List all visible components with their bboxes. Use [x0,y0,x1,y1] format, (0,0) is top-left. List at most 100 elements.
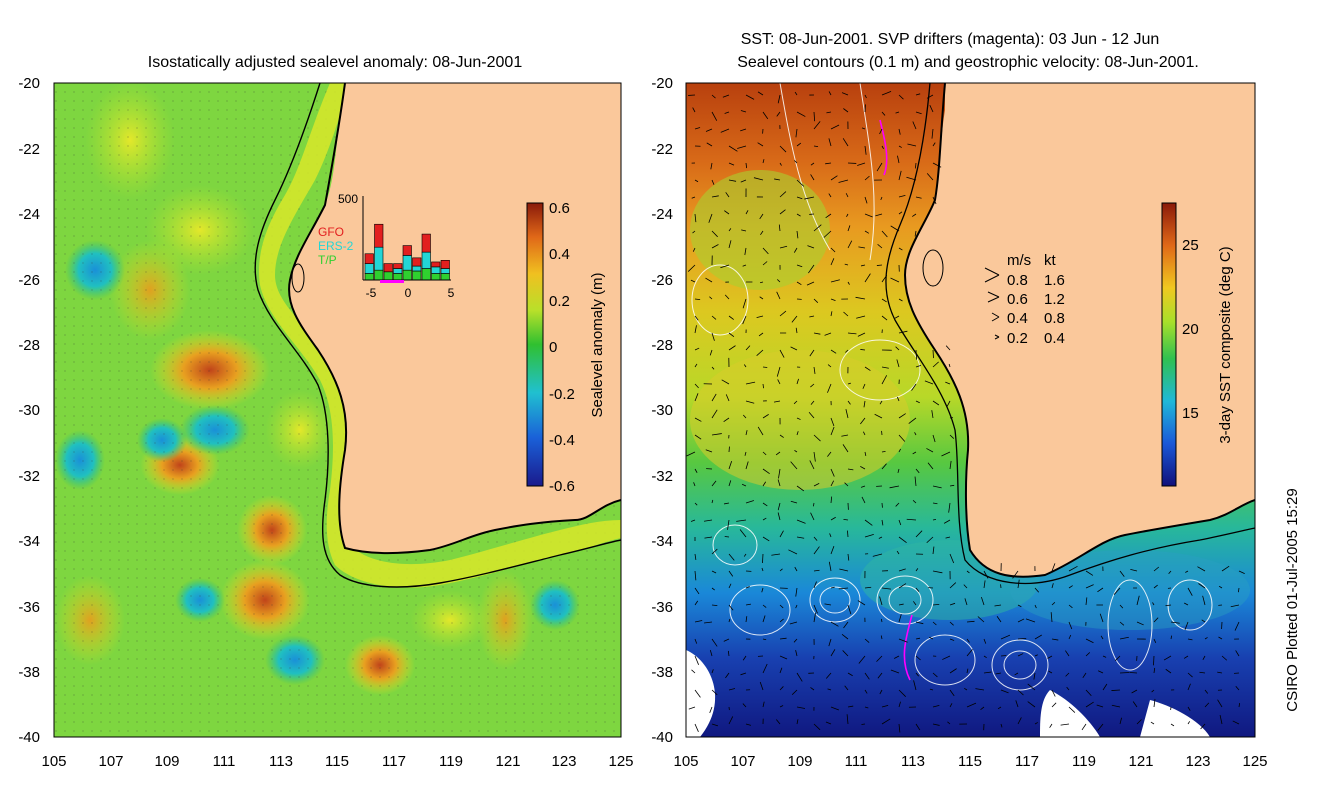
inset-bar-ers [374,246,384,271]
velocity-arrow [810,400,815,405]
lon-tick: 119 [439,753,463,770]
velocity-arrow [949,621,954,626]
inset-bar-tp [374,269,384,281]
velocity-arrow [932,704,940,708]
inset-bar-gfo [440,260,450,269]
velocity-arrow [796,417,801,420]
velocity-arrow [830,480,835,487]
velocity-arrow [1199,671,1206,674]
velocity-arrow [932,604,940,606]
inset-bar-ers [402,255,412,271]
velocity-arrow [777,94,781,104]
velocity-arrow [694,620,703,623]
velocity-arrow [1102,655,1107,658]
velocity-arrow [881,298,887,303]
inset-bar-tp [421,268,431,281]
velocity-arrow [915,637,921,640]
shelf-isobath [254,83,621,588]
velocity-arrow [864,638,870,643]
velocity-arrow [740,128,747,132]
velocity-arrow [997,706,1002,710]
velocity-arrow [711,409,718,419]
velocity-arrow [796,213,801,217]
velocity-arrow [1068,585,1073,589]
velocity-arrow [711,230,718,238]
velocity-arrow [881,450,886,453]
velocity-arrow [858,655,866,664]
velocity-legend-kt: 1.6 [1044,272,1065,289]
velocity-arrow [1152,602,1155,606]
lon-tick: 123 [551,753,576,770]
velocity-arrow [932,434,936,443]
velocity-arrow [946,400,951,407]
velocity-arrow [704,536,713,539]
velocity-arrow [728,460,733,470]
velocity-arrow [912,601,917,606]
velocity-arrow [864,196,868,204]
velocity-arrow [830,417,835,427]
velocity-arrow [830,247,836,253]
velocity-arrow [897,396,900,402]
inset-bar-tp [412,270,422,281]
velocity-arrow [842,138,849,147]
velocity-arrow [790,461,798,470]
velocity-arrow [827,383,832,393]
velocity-arrow [1187,683,1191,691]
velocity-arrow [762,638,767,641]
velocity-arrow [1119,604,1124,609]
velocity-arrow [864,706,869,709]
velocity-arrow [864,451,867,457]
velocity-arrow [694,298,701,301]
inset-bar-gfo [393,263,403,269]
velocity-arrow [949,602,956,606]
velocity-arrow [830,621,839,627]
velocity-arrow [1165,668,1172,674]
velocity-arrow [912,451,917,455]
velocity-arrow [898,638,908,643]
velocity-arrow [742,315,747,325]
velocity-arrow [949,434,955,439]
velocity-arrow [1027,683,1036,691]
velocity-arrow [736,519,747,522]
sst-colorbar-tick: 20 [1182,321,1199,338]
velocity-arrow [864,175,870,181]
velocity-arrow [897,468,900,474]
right-panel-title-line1: SST: 08-Jun-2001. SVP drifters (magenta)… [741,31,1160,48]
velocity-arrow [1183,655,1189,659]
velocity-arrow [777,502,781,511]
velocity-arrow [1204,702,1210,708]
velocity-arrow [728,332,735,338]
velocity-arrow [809,460,815,470]
velocity-arrow [1131,689,1138,694]
velocity-arrow [724,294,730,300]
velocity-arrow [711,195,719,198]
velocity-arrow [924,380,934,385]
velocity-arrow [756,315,764,319]
velocity-arrow [779,310,787,317]
velocity-arrow [727,519,730,530]
velocity-arrow [914,432,917,436]
velocity-arrow [823,230,832,238]
velocity-arrow [846,714,849,725]
velocity-arrow [860,264,866,267]
velocity-arrow [703,519,713,522]
velocity-arrow [949,553,955,564]
velocity-arrow [881,275,888,283]
inset-bar-tp [364,273,374,281]
velocity-arrow [890,225,900,232]
velocity-arrow [1185,570,1189,573]
velocity-arrow [711,548,718,555]
velocity-arrow [915,672,919,677]
velocity-arrow [949,460,952,470]
lon-tick: 109 [154,753,179,770]
lat-tick: -40 [651,729,673,746]
velocity-arrow [737,145,747,149]
velocity-arrow [932,518,937,521]
lon-tick: 111 [845,753,868,770]
velocity-arrow [810,687,815,691]
velocity-arrow [898,434,906,442]
velocity-arrow [966,649,973,657]
velocity-arrow [1119,570,1125,577]
velocity-arrow [728,228,732,232]
velocity-arrow [864,519,873,526]
